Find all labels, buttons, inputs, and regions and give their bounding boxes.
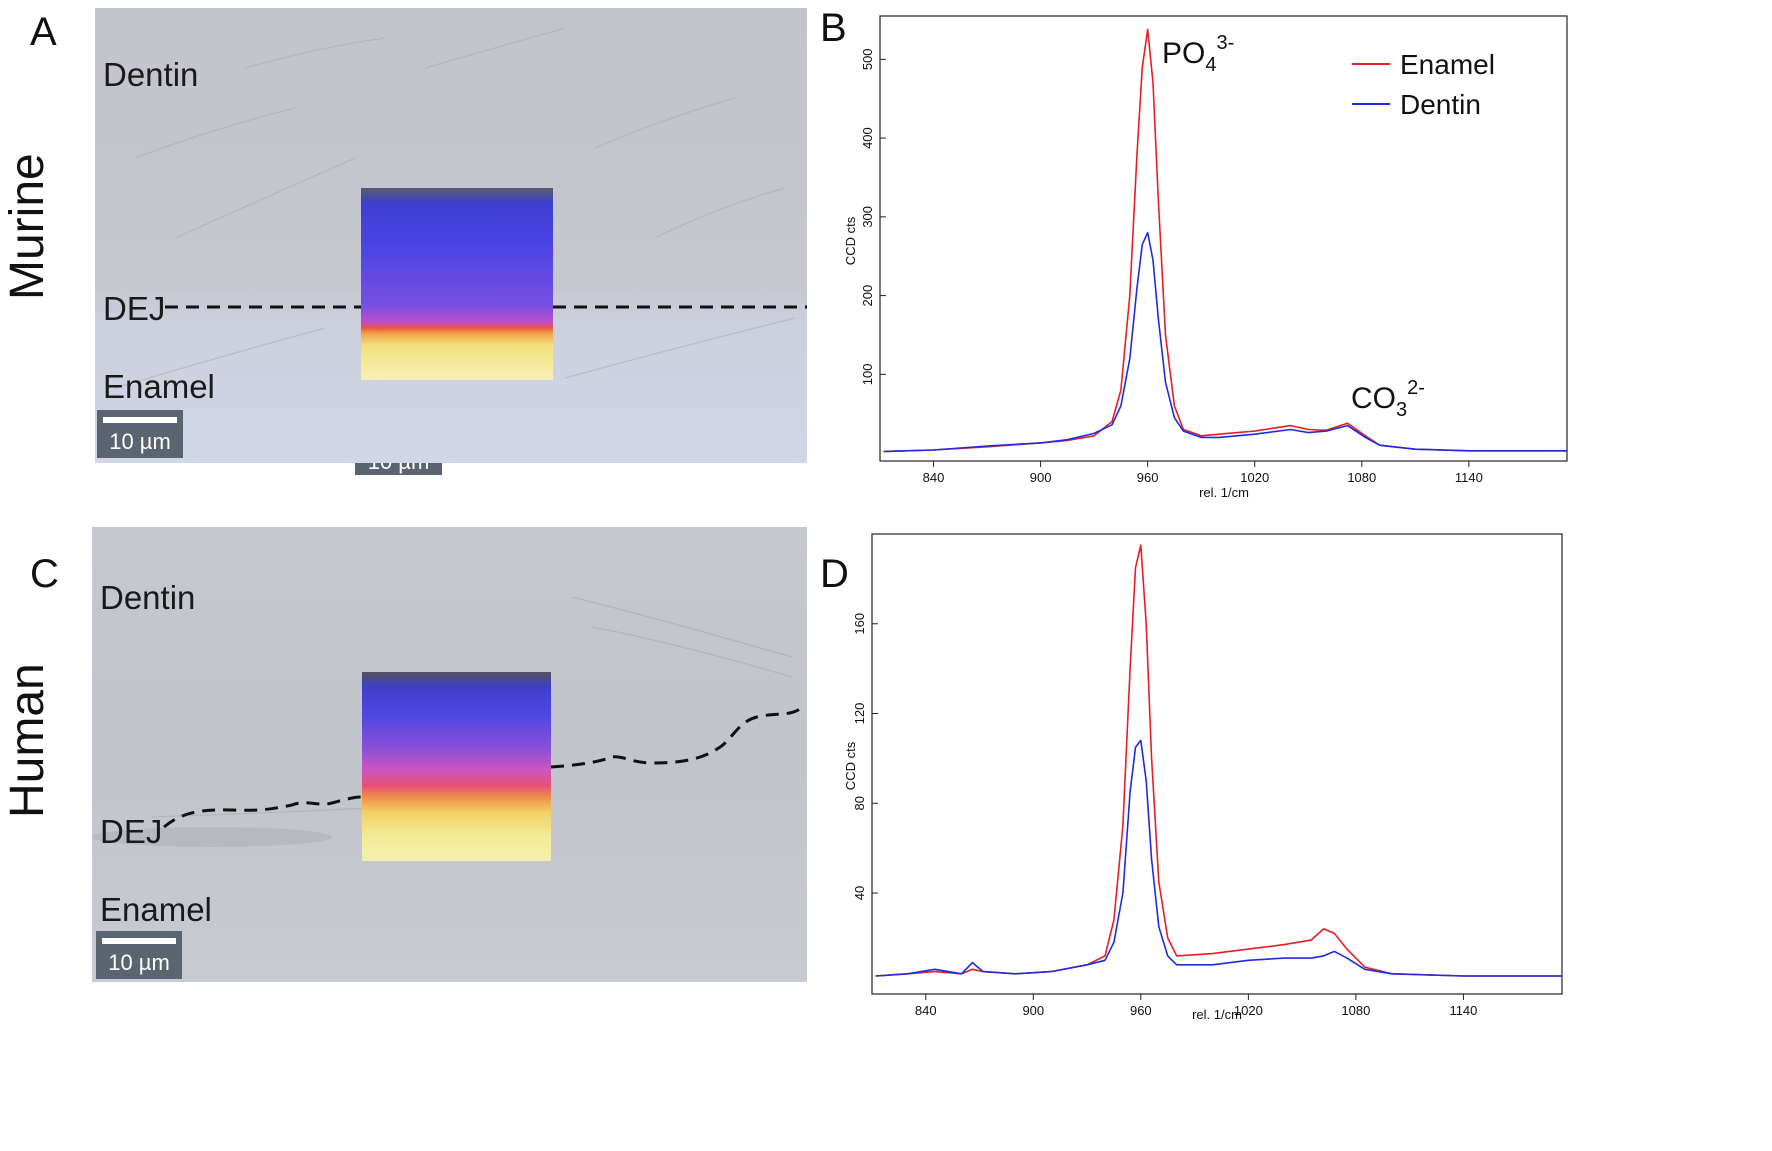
chart-b-xtick-label: 900 xyxy=(1030,470,1052,485)
species-label-murine: Murine xyxy=(1,153,54,300)
species-label-human: Human xyxy=(1,663,54,818)
murine-hidden-scale-bar: 10 µm xyxy=(355,463,442,475)
chart-d-xtick-label: 840 xyxy=(915,1003,937,1018)
chart-b-ytick-label: 500 xyxy=(860,48,875,70)
murine-dej-label: DEJ xyxy=(103,290,166,327)
chart-d-xtick-label: 900 xyxy=(1022,1003,1044,1018)
murine-enamel-label: Enamel xyxy=(103,368,215,405)
chart-b-series-enamel xyxy=(883,28,1567,453)
chart-b-series-dentin xyxy=(883,231,1567,453)
legend-dentin-label: Dentin xyxy=(1400,89,1481,120)
chart-d-plot-frame xyxy=(871,533,1563,995)
chart-d-xtick-label: 1140 xyxy=(1449,1003,1477,1018)
chart-d-xtick-label: 960 xyxy=(1130,1003,1152,1018)
human-dej-line xyxy=(163,705,804,829)
chart-b-legend: Enamel Dentin xyxy=(1352,49,1495,120)
chart-d-series-dentin xyxy=(875,739,1562,977)
chart-b-ytick-label: 300 xyxy=(860,206,875,228)
chart-b-xtick-label: 1080 xyxy=(1347,470,1376,485)
svg-text:CO32-: CO32- xyxy=(1351,377,1425,421)
chart-b-annotation-co3: CO32- xyxy=(1351,377,1425,421)
chart-b-ytick-label: 100 xyxy=(860,364,875,386)
human-dej-label: DEJ xyxy=(100,813,163,850)
chart-b: 100 200 300 400 500 840 900 960 1020 1080 1140 CC… xyxy=(843,15,1568,500)
chart-d-xlabel: rel. 1/cm xyxy=(1192,1007,1242,1022)
chart-d-ytick-label: 120 xyxy=(852,703,867,725)
human-scale-bar: 10 µm xyxy=(96,931,182,979)
panel-letter-d: D xyxy=(820,552,849,596)
svg-text:PO43-: PO43- xyxy=(1162,32,1234,76)
human-raman-map xyxy=(362,672,551,861)
chart-d: 40 80 120 160 840 900 960 1020 1080 1140 CCD cts… xyxy=(843,533,1563,1022)
human-enamel-label: Enamel xyxy=(100,891,212,928)
chart-d-ytick-label: 40 xyxy=(852,886,867,900)
murine-dentin-label: Dentin xyxy=(103,56,199,93)
panel-letter-b: B xyxy=(820,6,847,50)
human-dentin-label: Dentin xyxy=(100,579,196,616)
chart-d-xtick-label: 1020 xyxy=(1234,1003,1263,1018)
chart-b-annotation-po4: PO43- xyxy=(1162,32,1234,76)
chart-b-xtick-label: 1020 xyxy=(1240,470,1269,485)
chart-b-ytick-label: 200 xyxy=(860,285,875,307)
murine-texture xyxy=(114,27,796,389)
murine-dej-line xyxy=(165,305,807,309)
human-micrograph: Dentin DEJ Enamel 10 µm xyxy=(92,527,807,982)
legend-enamel-label: Enamel xyxy=(1400,49,1495,80)
chart-b-xtick-label: 840 xyxy=(923,470,945,485)
chart-b-xtick-label: 1140 xyxy=(1455,470,1483,485)
chart-d-ylabel: CCD cts xyxy=(843,741,858,790)
murine-scale-bar: 10 µm xyxy=(97,410,183,458)
chart-b-plot-frame xyxy=(879,15,1568,462)
chart-b-ylabel: CCD cts xyxy=(843,216,858,265)
panel-letter-c: C xyxy=(30,552,59,596)
chart-b-xlabel: rel. 1/cm xyxy=(1199,485,1249,500)
murine-micrograph: Dentin DEJ Enamel 10 µm xyxy=(95,8,807,463)
chart-b-ytick-label: 400 xyxy=(860,127,875,149)
chart-d-ytick-label: 80 xyxy=(852,796,867,810)
murine-raman-map xyxy=(361,188,553,380)
chart-d-xtick-label: 1080 xyxy=(1341,1003,1370,1018)
panel-letter-a: A xyxy=(30,10,57,54)
chart-b-xtick-label: 960 xyxy=(1137,470,1159,485)
chart-d-ytick-label: 160 xyxy=(852,613,867,635)
